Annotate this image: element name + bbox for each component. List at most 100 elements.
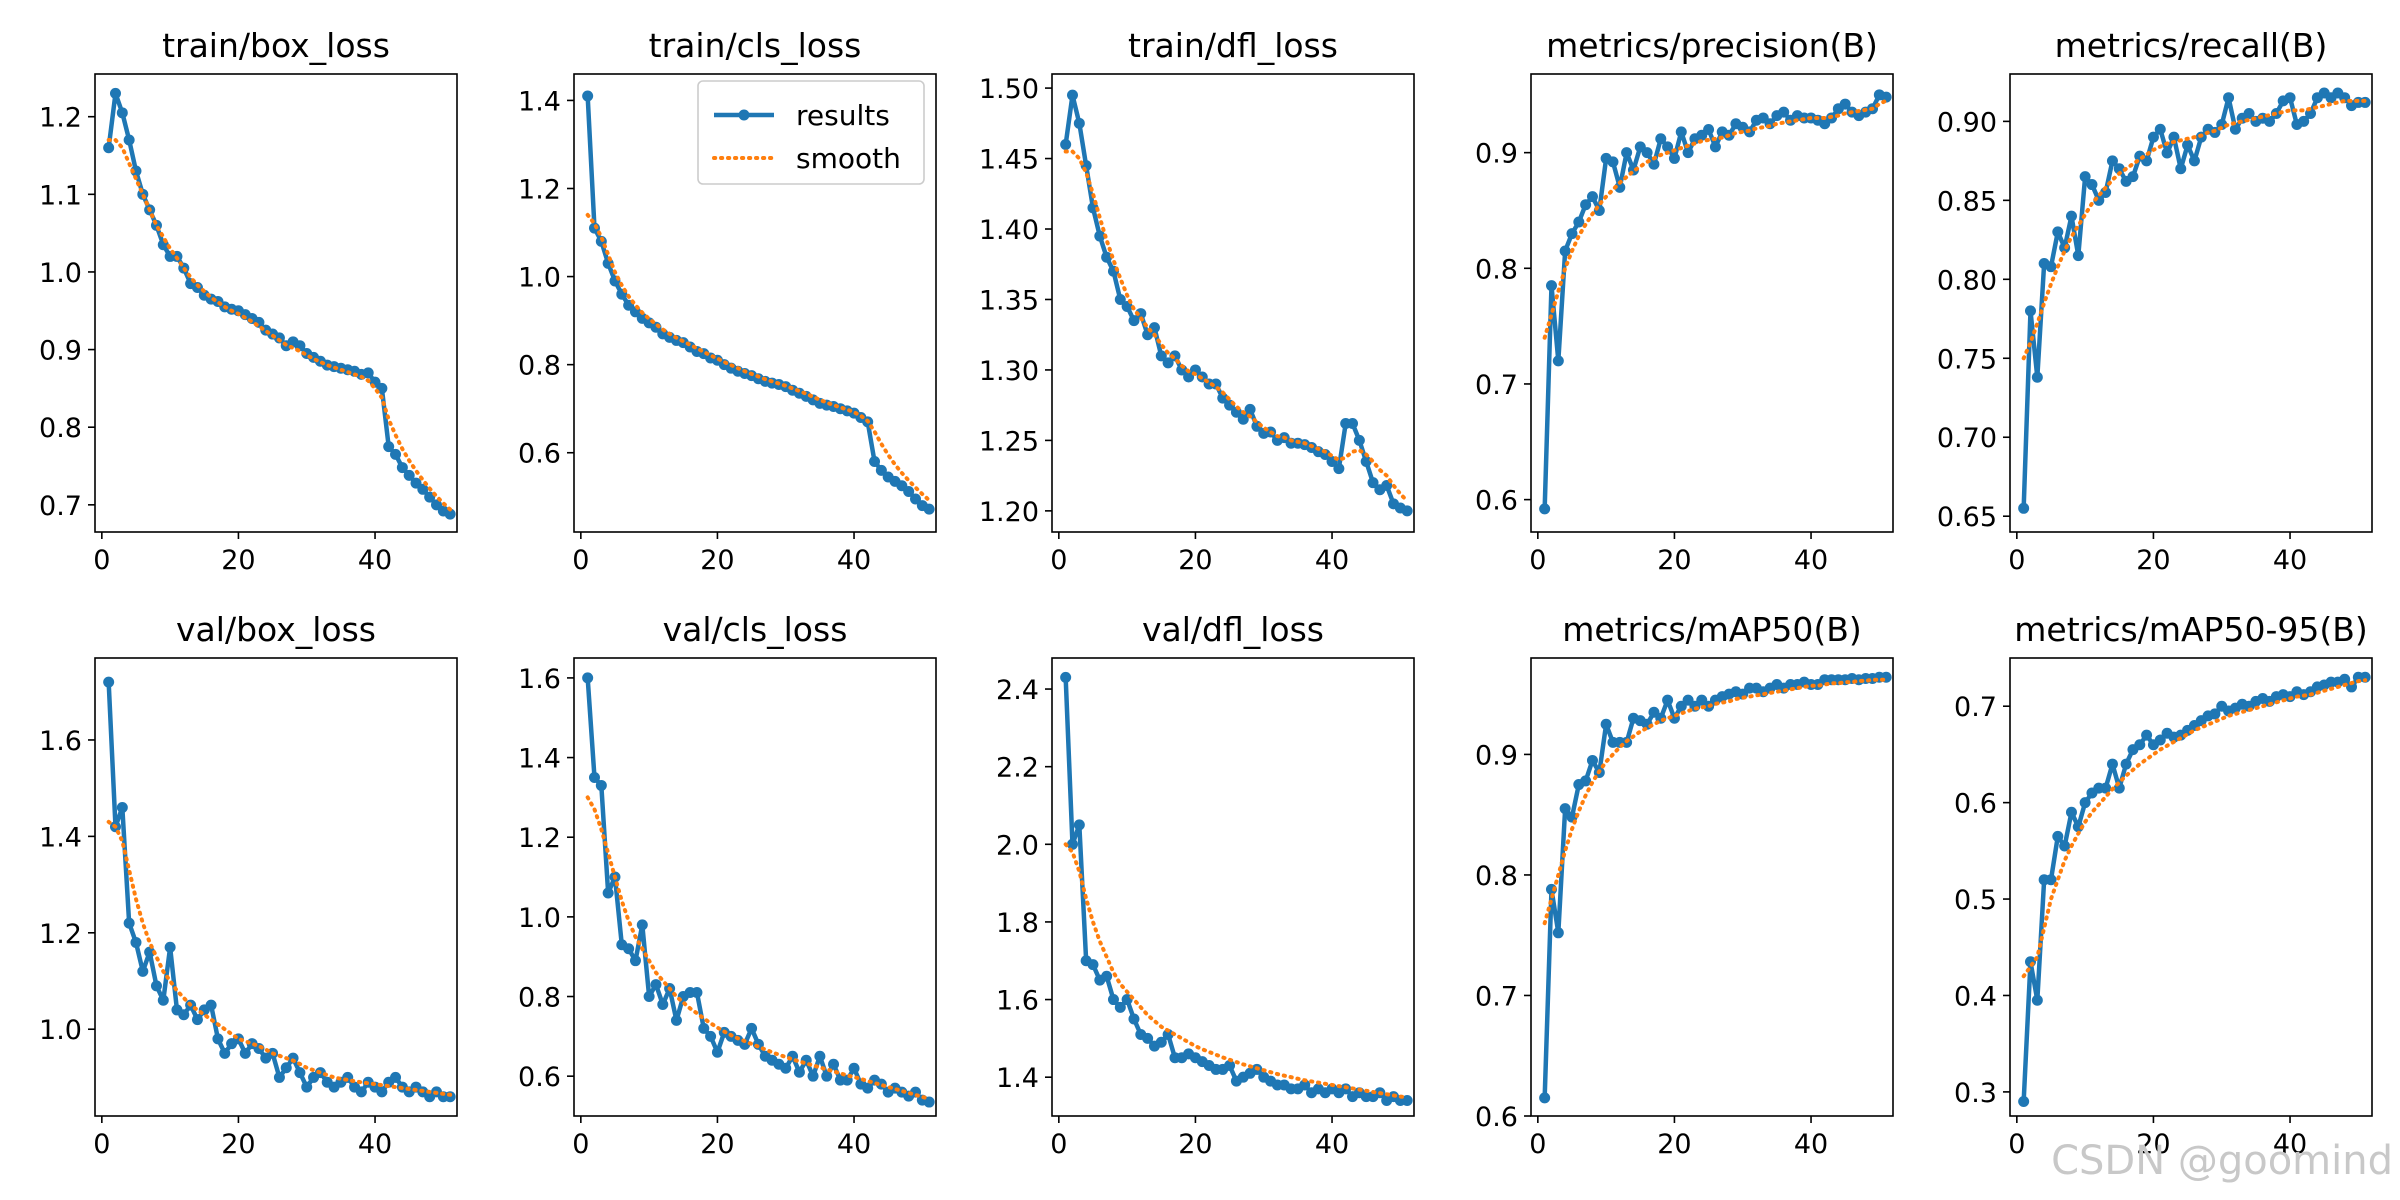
- results-point: [2298, 115, 2310, 127]
- x-tick-label: 20: [1657, 1129, 1691, 1160]
- results-point: [2229, 123, 2241, 135]
- y-tick-label: 1.40: [979, 215, 1039, 246]
- results-point: [444, 508, 456, 520]
- y-tick-label: 2.4: [996, 675, 1039, 706]
- chart-metrics-map50-95-b: metrics/mAP50-95(B) 0 20 40 0.3 0.4 0.5 0.6 0.7: [1954, 610, 2373, 1160]
- results-point: [650, 979, 662, 991]
- x-tick-label: 0: [2008, 1129, 2025, 1160]
- plot-area: [1539, 89, 1892, 515]
- results-point: [1353, 434, 1365, 446]
- smooth-line: [106, 819, 453, 1097]
- results-point: [1299, 1079, 1311, 1091]
- x-tick-label: 0: [93, 1129, 110, 1160]
- results-point: [910, 493, 922, 505]
- y-tick-label: 0.7: [39, 491, 82, 522]
- results-point: [1580, 775, 1592, 787]
- plot-area: [1060, 89, 1413, 517]
- legend-results-marker: [738, 109, 750, 121]
- axes-frame: [1530, 73, 1894, 533]
- results-point: [157, 994, 169, 1006]
- x-tick-label: 20: [1657, 545, 1691, 576]
- smooth-line: [1063, 149, 1410, 503]
- results-point: [1224, 1060, 1236, 1072]
- results-point: [390, 448, 402, 460]
- y-tick-label: 1.30: [979, 356, 1039, 387]
- x-tick-label: 40: [1794, 545, 1828, 576]
- results-point: [103, 142, 115, 154]
- results-point: [595, 779, 607, 791]
- chart-title: metrics/recall(B): [2055, 26, 2328, 65]
- y-tick-label: 0.4: [1954, 981, 1997, 1012]
- y-tick-label: 1.35: [979, 285, 1039, 316]
- results-point: [1060, 138, 1072, 150]
- results-point: [239, 1047, 251, 1059]
- chart-title: train/box_loss: [162, 26, 390, 65]
- x-tick-label: 20: [2136, 1129, 2170, 1160]
- y-tick-label: 0.65: [1937, 502, 1997, 533]
- results-point: [2086, 179, 2098, 191]
- results-point: [1675, 126, 1687, 138]
- results-point: [1559, 245, 1571, 257]
- results-point: [294, 1067, 306, 1079]
- axes-frame: [1051, 657, 1415, 1117]
- y-tick-label: 0.70: [1937, 423, 1997, 454]
- x-tick-label: 0: [1529, 1129, 1546, 1160]
- results-point: [869, 456, 881, 468]
- y-tick-label: 0.3: [1954, 1078, 1997, 1109]
- y-tick-label: 1.50: [979, 74, 1039, 105]
- results-point: [273, 1071, 285, 1083]
- results-point: [2052, 226, 2064, 238]
- results-point: [1586, 191, 1598, 203]
- results-point: [1244, 403, 1256, 415]
- results-point: [923, 1096, 935, 1108]
- results-point: [1552, 927, 1564, 939]
- results-point: [2154, 734, 2166, 746]
- results-point: [807, 1070, 819, 1082]
- results-point: [821, 1070, 833, 1082]
- results-line: [106, 682, 451, 1099]
- results-point: [636, 919, 648, 931]
- results-point: [191, 1014, 203, 1026]
- axes-frame: [94, 657, 458, 1117]
- results-point: [2079, 797, 2091, 809]
- results-point: [629, 955, 641, 967]
- y-tick-label: 0.9: [1475, 740, 1518, 771]
- y-tick-label: 0.8: [1475, 861, 1518, 892]
- results-point: [2243, 107, 2255, 119]
- results-point: [1545, 280, 1557, 292]
- results-point: [1586, 754, 1598, 766]
- legend-smooth-label: smooth: [796, 142, 901, 175]
- plot-area: [103, 676, 456, 1103]
- x-tick-label: 20: [221, 545, 255, 576]
- y-tick-label: 0.8: [1475, 254, 1518, 285]
- results-point: [130, 165, 142, 177]
- results-point: [396, 462, 408, 474]
- results-point: [2182, 139, 2194, 151]
- results-point: [1347, 417, 1359, 429]
- results-point: [793, 1066, 805, 1078]
- legend: results smooth: [697, 80, 925, 185]
- results-point: [1155, 1036, 1167, 1048]
- results-point: [1539, 503, 1551, 515]
- results-point: [588, 771, 600, 783]
- y-tick-label: 0.5: [1954, 885, 1997, 916]
- results-point: [1155, 350, 1167, 362]
- results-point: [1655, 133, 1667, 145]
- y-tick-label: 0.9: [1475, 139, 1518, 170]
- results-point: [2141, 729, 2153, 741]
- results-point: [2052, 830, 2064, 842]
- results-point: [1367, 477, 1379, 489]
- results-point: [376, 1086, 388, 1098]
- results-point: [2018, 1096, 2030, 1108]
- results-point: [2127, 171, 2139, 183]
- results-point: [1401, 505, 1413, 517]
- results-point: [1360, 456, 1372, 468]
- results-point: [1401, 1094, 1413, 1106]
- x-tick-label: 0: [1050, 545, 1067, 576]
- chart-val-cls-loss: val/cls_loss 0 20 40 0.6 0.8 1.0 1.2 1.4 1.6: [518, 610, 937, 1160]
- results-point: [1600, 718, 1612, 730]
- y-tick-label: 0.7: [1475, 370, 1518, 401]
- y-tick-label: 0.85: [1937, 186, 1997, 217]
